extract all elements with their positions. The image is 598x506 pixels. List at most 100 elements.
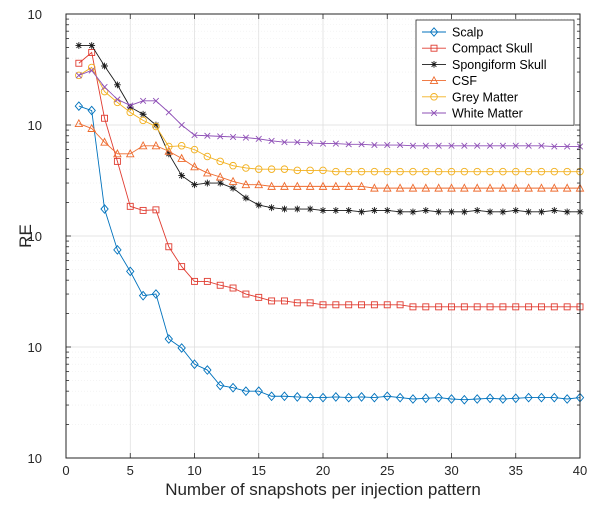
- data-point-csf: [447, 183, 456, 192]
- data-point-spongiform-skull: [152, 121, 160, 129]
- x-tick-label: 15: [252, 463, 266, 478]
- data-point-compact-skull: [229, 284, 237, 292]
- data-point-compact-skull: [113, 157, 121, 165]
- data-point-compact-skull: [203, 277, 211, 285]
- data-point-scalp: [203, 365, 212, 375]
- data-point-scalp: [100, 204, 109, 214]
- data-point-scalp: [293, 392, 302, 402]
- data-point-grey-matter: [242, 164, 250, 172]
- data-point-white-matter: [461, 142, 468, 149]
- legend-label-white-matter: White Matter: [452, 107, 523, 121]
- legend-label-spongiform-skull: Spongiform Skull: [452, 58, 547, 72]
- data-point-scalp: [447, 394, 456, 404]
- data-point-compact-skull: [409, 303, 417, 311]
- data-point-compact-skull: [281, 297, 288, 305]
- data-point-csf: [344, 181, 354, 190]
- data-point-spongiform-skull: [293, 205, 301, 213]
- data-point-csf: [408, 183, 418, 192]
- y-tick-label: 10: [28, 340, 42, 355]
- data-point-compact-skull: [396, 301, 404, 309]
- series-line-grey-matter: [78, 66, 580, 173]
- data-point-spongiform-skull: [281, 205, 288, 213]
- data-point-csf: [318, 181, 328, 190]
- data-point-scalp: [460, 394, 469, 405]
- data-point-white-matter: [191, 132, 198, 139]
- legend-marker-compact-skull: [430, 44, 438, 52]
- data-point-csf: [498, 183, 508, 192]
- data-point-grey-matter: [165, 142, 173, 151]
- data-point-scalp: [190, 359, 199, 370]
- series-line-compact-skull: [78, 51, 580, 308]
- data-point-compact-skull: [525, 303, 533, 311]
- data-point-compact-skull: [473, 303, 481, 311]
- data-point-spongiform-skull: [538, 208, 545, 216]
- data-point-scalp: [550, 392, 559, 403]
- data-point-spongiform-skull: [460, 208, 468, 216]
- data-point-scalp: [151, 289, 161, 299]
- data-point-scalp: [370, 392, 379, 403]
- data-point-csf: [215, 172, 225, 181]
- data-point-spongiform-skull: [486, 208, 494, 216]
- data-point-scalp: [113, 244, 122, 255]
- data-point-spongiform-skull: [216, 179, 224, 187]
- data-point-spongiform-skull: [563, 208, 571, 216]
- data-point-white-matter: [242, 134, 250, 141]
- data-point-spongiform-skull: [139, 110, 147, 118]
- legend-label-compact-skull: Compact Skull: [452, 42, 533, 56]
- data-point-compact-skull: [126, 202, 134, 210]
- data-point-compact-skull: [216, 281, 224, 289]
- data-point-csf: [203, 168, 212, 177]
- data-point-csf: [537, 183, 546, 192]
- data-point-white-matter: [139, 97, 147, 104]
- data-point-scalp: [87, 105, 96, 116]
- data-point-white-matter: [448, 142, 455, 149]
- data-point-csf: [292, 181, 302, 190]
- legend-marker-spongiform-skull: [430, 61, 438, 68]
- data-point-csf: [370, 183, 379, 192]
- data-point-white-matter: [281, 139, 288, 146]
- data-point-grey-matter: [550, 167, 559, 176]
- data-point-white-matter: [127, 102, 134, 109]
- data-point-compact-skull: [306, 299, 314, 307]
- data-point-csf: [87, 123, 97, 132]
- data-point-grey-matter: [499, 167, 507, 176]
- data-point-scalp: [318, 392, 328, 403]
- data-point-csf: [190, 162, 199, 171]
- data-point-csf: [241, 179, 251, 189]
- data-point-scalp: [537, 392, 546, 403]
- data-point-scalp: [164, 334, 173, 344]
- data-point-scalp: [357, 392, 366, 402]
- data-point-white-matter: [538, 142, 545, 149]
- data-point-scalp: [254, 386, 263, 397]
- data-point-spongiform-skull: [306, 205, 314, 213]
- data-point-grey-matter: [460, 167, 469, 176]
- y-tick-label: 10: [28, 7, 42, 22]
- data-point-csf: [421, 183, 431, 192]
- data-point-spongiform-skull: [126, 103, 134, 111]
- data-point-compact-skull: [101, 114, 109, 122]
- x-tick-label: 30: [444, 463, 458, 478]
- data-point-scalp: [562, 394, 572, 404]
- data-point-compact-skull: [358, 301, 365, 309]
- data-point-spongiform-skull: [473, 207, 481, 214]
- data-point-spongiform-skull: [88, 42, 96, 49]
- data-point-grey-matter: [229, 161, 237, 170]
- data-point-scalp: [485, 393, 495, 404]
- data-point-csf: [305, 181, 315, 190]
- data-point-white-matter: [499, 142, 507, 149]
- y-tick-label: 10: [28, 229, 42, 244]
- data-point-grey-matter: [139, 116, 147, 125]
- data-point-scalp: [473, 394, 482, 404]
- data-point-spongiform-skull: [499, 208, 507, 216]
- data-point-compact-skull: [88, 49, 96, 56]
- series-line-white-matter: [78, 69, 580, 147]
- data-point-csf: [485, 183, 495, 192]
- series-layer: [74, 42, 585, 405]
- series-line-scalp: [78, 105, 581, 401]
- data-point-compact-skull: [152, 206, 160, 214]
- data-point-grey-matter: [203, 152, 212, 161]
- data-point-grey-matter: [319, 166, 327, 175]
- data-point-spongiform-skull: [396, 208, 404, 216]
- data-point-scalp: [305, 392, 315, 403]
